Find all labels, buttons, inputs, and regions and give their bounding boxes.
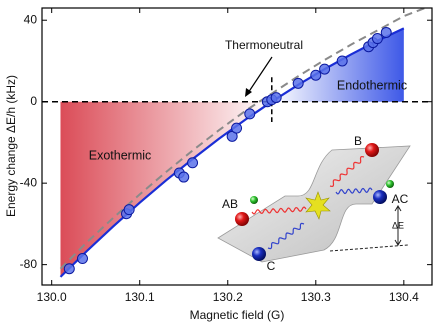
data-point	[371, 33, 383, 45]
region-label: Endothermic	[337, 78, 407, 92]
atom	[373, 190, 387, 204]
atom	[235, 212, 249, 226]
wave	[329, 155, 365, 188]
inset-label: AC	[392, 192, 409, 206]
series-line	[59, 8, 428, 270]
atom	[365, 143, 379, 157]
data-point	[270, 92, 282, 104]
arrow-heads	[394, 205, 402, 246]
data-point	[178, 171, 190, 183]
reaction-burst	[305, 191, 331, 220]
data-point	[310, 69, 322, 81]
inset-label: AB	[222, 197, 238, 211]
inset-label: ΔE	[392, 220, 404, 230]
x-tick-label: 130.1	[125, 290, 155, 304]
y-tick-label: 0	[30, 94, 37, 108]
region-label: Exothermic	[89, 148, 152, 162]
wave	[335, 187, 373, 195]
plot-frame	[41, 7, 433, 286]
y-tick-label: -80	[20, 257, 38, 271]
data-point	[187, 157, 199, 169]
annotation: Thermoneutral	[225, 38, 303, 52]
inset-label: B	[354, 134, 362, 148]
data-point	[63, 263, 75, 275]
x-axis-title: Magnetic field (G)	[190, 308, 285, 322]
data-point	[231, 122, 243, 134]
inset-label: C	[267, 259, 276, 273]
data-point	[123, 204, 135, 216]
y-axis-title: Energy change ΔE/h (kHz)	[4, 75, 18, 217]
y-tick-label: -40	[20, 175, 38, 189]
level-line	[329, 244, 409, 252]
inset-diagram: AB B C AC ΔE	[217, 134, 411, 273]
annotation-arrow	[247, 56, 273, 94]
y-tick-label: 40	[24, 12, 38, 26]
data-point	[319, 63, 331, 75]
data-point	[244, 108, 256, 120]
data-point	[292, 77, 304, 89]
annotation-arrow-head	[245, 88, 252, 97]
data-point	[336, 55, 348, 67]
x-tick-label: 130.3	[301, 290, 331, 304]
data-point	[76, 253, 88, 265]
atom	[250, 196, 258, 204]
atom	[252, 247, 266, 261]
x-tick-label: 130.4	[389, 290, 419, 304]
data-point	[380, 26, 392, 38]
area-fill	[60, 101, 272, 277]
atom	[386, 180, 394, 188]
x-tick-label: 130.0	[37, 290, 67, 304]
wave	[251, 206, 307, 215]
wave	[267, 222, 305, 250]
x-tick-label: 130.2	[213, 290, 243, 304]
